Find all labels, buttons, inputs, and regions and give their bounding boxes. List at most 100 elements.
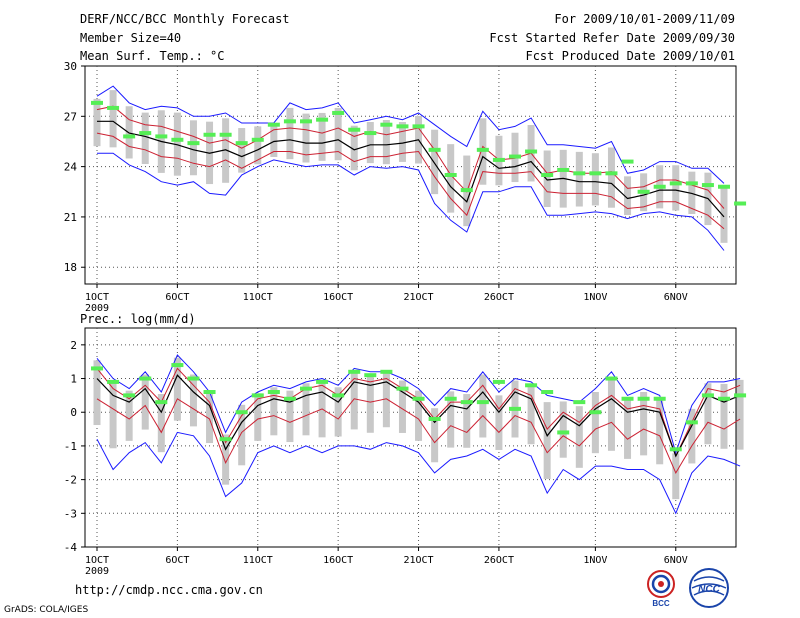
precip-max-line [96,354,741,455]
precip-observed-mark [541,390,554,395]
precip-observed-mark [171,363,184,368]
precip-spread-box [366,373,374,433]
precip-observed-mark [251,393,264,398]
temp-spread-box [624,176,632,216]
precip-spread-box [479,374,487,438]
precip-observed-mark [267,390,280,395]
precip-min-line [96,431,741,515]
precip-observed-mark [283,396,296,401]
precip-x-tick-label: 1NOV [583,555,607,566]
temp-spread-box [543,150,551,208]
precip-spread-box [527,384,535,445]
temp-observed-mark [396,124,409,129]
precip-observed-mark [653,396,666,401]
temp-y-tick-label: 21 [64,211,77,224]
temp-observed-mark [541,173,554,177]
precip-observed-mark [557,430,570,435]
temp-max-line [96,85,725,184]
precip-x-tick-label: 11OCT [243,555,273,566]
precip-spread-box [688,408,696,464]
temp-spread-box [222,118,230,183]
precip-spread-box [607,376,615,451]
temp-observed-mark [219,132,232,137]
temp-x-tick-label: 6OCT [165,292,189,303]
temp-observed-mark [573,171,586,176]
precip-observed-mark [428,416,441,421]
temp-x-tick-label: 1NOV [583,292,607,303]
precip-observed-mark [155,400,168,405]
temp-observed-mark [364,131,377,136]
temp-spread-box [141,112,149,165]
temp-observed-mark [380,122,393,127]
temp-mean-line [97,120,725,218]
temp-observed-mark [589,171,602,176]
precip-observed-mark [621,396,634,401]
temp-spread-box [366,122,374,164]
precip-observed-mark [364,373,377,378]
temp-observed-mark [509,154,521,159]
temp-spread-box [398,122,406,162]
temp-observed-mark [669,181,682,186]
temp-observed-mark [557,167,570,172]
precip-spread-box [559,401,567,458]
precip-observed-mark [107,379,120,384]
header-left-line-2: Member Size=40 [80,31,182,45]
temp-spread-box [93,98,101,147]
temp-observed-mark [605,171,618,176]
precip-observed-mark [412,396,425,401]
precip-observed-mark [187,376,200,381]
precip-spread-box [415,390,423,441]
temp-spread-box [575,151,583,207]
precip-spread-box [624,398,632,459]
precip-spread-box [302,383,310,436]
precip-spread-box [222,434,230,485]
precip-spread-box [672,453,680,500]
precip-observed-mark [348,369,361,374]
temp-observed-mark [444,173,457,177]
temp-observed-mark [171,137,184,142]
precip-y-tick-label: 1 [70,373,77,386]
temp-observed-mark [701,183,714,188]
temp-spread-box [286,107,294,160]
temp-plot-frame [84,65,737,285]
temp-x-tick-label: 1OCT [85,292,109,303]
temp-spread-box [672,165,680,211]
precip-spread-box [93,360,101,426]
temp-observed-mark [428,147,441,152]
temp-observed-mark [348,127,361,132]
temp-spread-box [189,120,197,176]
temp-x-tick-label: 16OCT [323,292,353,303]
temp-observed-mark [283,119,296,124]
precip-observed-mark [605,376,618,381]
precip-spread-box [543,402,551,479]
temp-spread-box [720,188,728,243]
temp-observed-mark [653,184,666,189]
header-right-line-2: Fcst Started Refer Date 2009/09/30 [489,31,735,45]
precip-spread-box [447,391,455,448]
precip-observed-mark [669,447,682,452]
precip-observed-mark [589,410,602,415]
precip-panel-title: Prec.: log(mm/d) [80,312,196,326]
temp-x-tick-label: 6NOV [664,292,688,303]
precip-y-tick-label: -2 [64,474,77,487]
precip-x-tick-label: 16OCT [323,555,353,566]
temp-min-line [97,152,725,251]
bcc-logo: BCC [647,570,675,608]
temp-x-tick-label: 21OCT [403,292,433,303]
source-url: http://cmdp.ncc.cma.gov.cn [75,583,263,597]
precip-x-tick-label: 26OCT [484,555,514,566]
precip-y-tick-label: 2 [70,339,77,352]
temp-observed-mark [139,131,152,136]
temp-observed-mark [734,201,747,206]
temp-observed-mark [718,184,730,189]
temp-observed-mark [267,122,280,127]
precip-plot-frame [84,327,737,548]
header-left-line-3: Mean Surf. Temp.: °C [80,49,225,63]
temp-spread-box [591,153,599,206]
temp-observed-mark [107,105,120,110]
precip-observed-mark [91,366,103,371]
temp-y-tick-label: 18 [64,261,77,274]
precip-observed-mark [492,379,505,384]
temp-observed-mark [460,188,473,193]
